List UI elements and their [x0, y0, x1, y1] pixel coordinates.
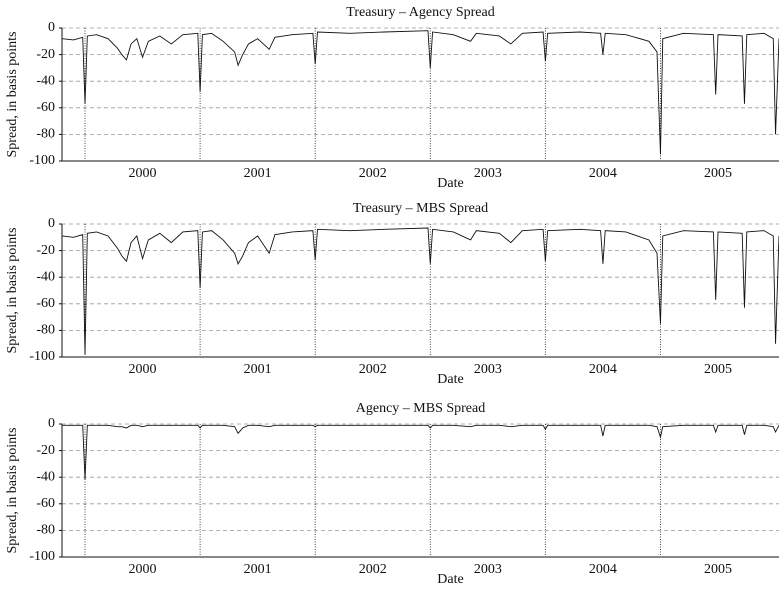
x-tick-label: 2003	[474, 362, 502, 377]
x-tick-label: 2004	[589, 166, 617, 181]
y-tick-label: -40	[36, 269, 55, 284]
x-tick-label: 2000	[129, 166, 157, 181]
chart-title: Treasury – MBS Spread	[353, 201, 488, 216]
y-axis-label: Spread, in basis points	[5, 228, 20, 354]
y-tick-label: -60	[36, 296, 55, 311]
y-tick-label: -20	[36, 243, 55, 258]
x-tick-label: 2005	[704, 362, 732, 377]
x-tick-label: 2003	[474, 166, 502, 181]
x-tick-label: 2005	[704, 166, 732, 181]
y-tick-label: -80	[36, 127, 55, 142]
y-tick-label: -100	[29, 549, 55, 564]
chart-title: Agency – MBS Spread	[356, 401, 486, 416]
x-tick-label: 2002	[359, 166, 387, 181]
y-tick-label: -80	[36, 323, 55, 338]
x-axis-label: Date	[437, 176, 463, 191]
x-tick-label: 2000	[129, 362, 157, 377]
y-tick-label: -40	[36, 469, 55, 484]
x-tick-label: 2001	[244, 362, 272, 377]
y-axis-label: Spread, in basis points	[5, 428, 20, 554]
y-tick-label: -100	[29, 349, 55, 364]
x-tick-label: 2004	[589, 362, 617, 377]
data-line	[61, 227, 779, 355]
y-tick-label: -80	[36, 523, 55, 538]
x-tick-label: 2001	[244, 562, 272, 577]
y-tick-label: -20	[36, 443, 55, 458]
x-tick-label: 2005	[704, 562, 732, 577]
x-tick-label: 2002	[359, 362, 387, 377]
data-line	[62, 424, 779, 480]
x-axis-label: Date	[437, 572, 463, 587]
y-tick-label: 0	[48, 216, 55, 231]
x-tick-label: 2004	[589, 562, 617, 577]
y-tick-label: -60	[36, 100, 55, 115]
y-tick-label: -20	[36, 47, 55, 62]
x-tick-label: 2003	[474, 562, 502, 577]
data-line	[61, 30, 779, 155]
chart-title: Treasury – Agency Spread	[346, 5, 494, 20]
y-axis-label: Spread, in basis points	[5, 32, 20, 158]
x-tick-label: 2002	[359, 562, 387, 577]
y-tick-label: -100	[29, 153, 55, 168]
y-tick-label: 0	[48, 20, 55, 35]
y-tick-label: 0	[48, 416, 55, 431]
x-tick-label: 2000	[129, 562, 157, 577]
x-axis-label: Date	[437, 372, 463, 387]
y-tick-label: -40	[36, 73, 55, 88]
x-tick-label: 2001	[244, 166, 272, 181]
y-tick-label: -60	[36, 496, 55, 511]
